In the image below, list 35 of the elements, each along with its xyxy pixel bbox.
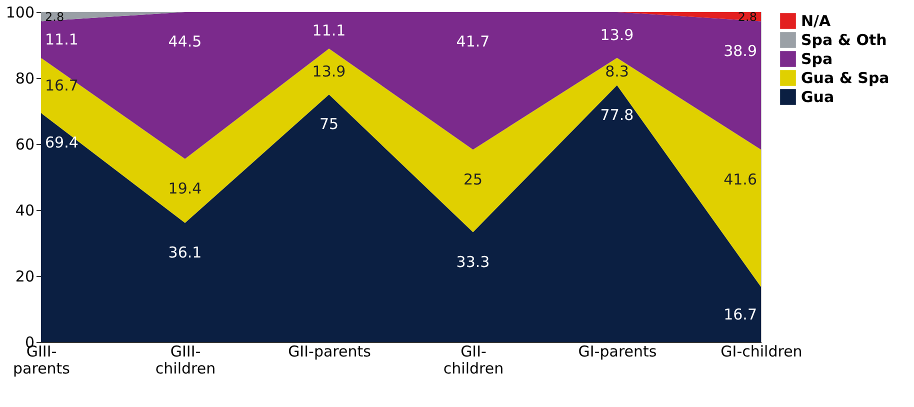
y-tick-label: 60 bbox=[15, 136, 34, 154]
data-label: 36.1 bbox=[168, 244, 202, 262]
data-label: 19.4 bbox=[168, 180, 202, 198]
y-tick-label: 40 bbox=[15, 202, 34, 220]
data-label: 75 bbox=[319, 115, 339, 134]
data-label: 11.1 bbox=[45, 30, 78, 49]
data-label: 33.3 bbox=[456, 252, 490, 271]
x-tick-label: GII-children bbox=[443, 342, 504, 378]
data-label: 25 bbox=[463, 170, 483, 188]
data-label: 13.9 bbox=[600, 26, 634, 44]
data-label: 16.7 bbox=[45, 76, 78, 94]
data-label: 13.9 bbox=[312, 62, 346, 81]
data-label: 8.3 bbox=[605, 62, 629, 81]
y-tick-label: 80 bbox=[15, 70, 34, 88]
data-label: 77.8 bbox=[600, 106, 634, 124]
data-label: 2.8 bbox=[45, 10, 64, 24]
data-label: 69.4 bbox=[45, 134, 78, 152]
y-tick-label: 20 bbox=[15, 268, 34, 286]
x-tick-label: GI-parents bbox=[578, 342, 657, 360]
data-label: 38.9 bbox=[724, 42, 757, 60]
legend-label: Spa & Oth bbox=[801, 31, 887, 49]
data-label: 11.1 bbox=[312, 21, 346, 40]
data-label: 44.5 bbox=[168, 32, 202, 51]
legend-label: Gua & Spa bbox=[801, 69, 890, 87]
data-label: 16.7 bbox=[724, 305, 757, 324]
data-label: 41.6 bbox=[724, 170, 757, 188]
legend-label: N/A bbox=[801, 12, 832, 30]
legend-label: Spa bbox=[801, 50, 833, 68]
x-tick-label: GI-children bbox=[720, 342, 802, 360]
data-label: 41.7 bbox=[456, 32, 490, 51]
legend-label: Gua bbox=[801, 88, 834, 106]
x-tick-label: GIII-children bbox=[155, 342, 216, 378]
y-tick-label: 100 bbox=[6, 4, 34, 22]
data-label: 2.8 bbox=[738, 10, 757, 24]
x-tick-label: GII-parents bbox=[288, 342, 372, 360]
